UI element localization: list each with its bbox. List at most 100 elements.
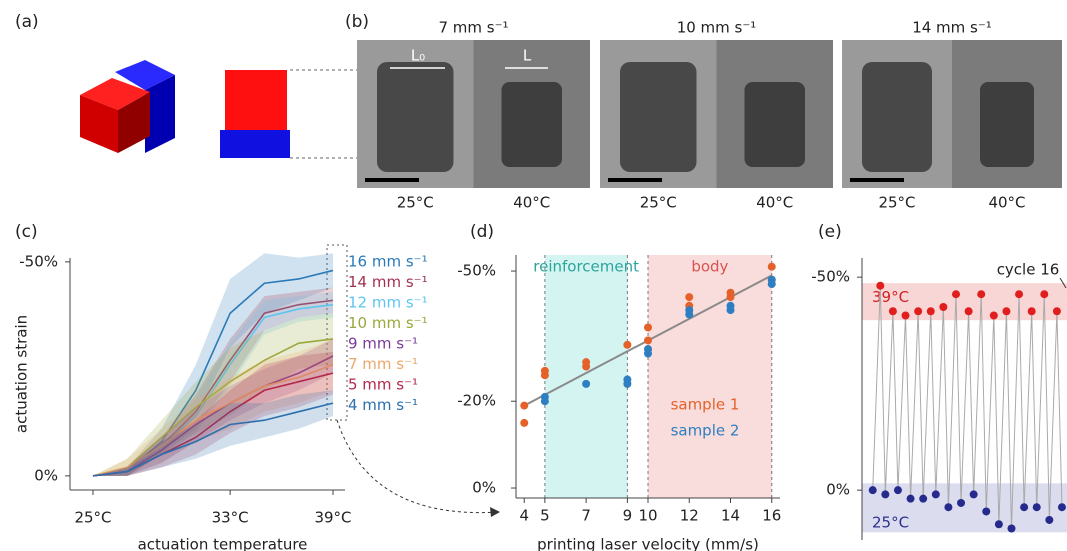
sample-shape xyxy=(501,82,562,167)
error-band xyxy=(92,253,333,476)
error-band xyxy=(92,351,333,476)
sample-shape xyxy=(862,62,932,172)
point xyxy=(893,486,902,495)
y-tick-label: -50% xyxy=(457,262,496,280)
point xyxy=(1002,307,1011,316)
point xyxy=(969,490,978,499)
x-axis-label: actuation temperature xyxy=(138,536,308,551)
point xyxy=(540,392,549,401)
point xyxy=(623,375,632,384)
point xyxy=(623,340,632,349)
region-label: reinforcement xyxy=(533,258,639,276)
line xyxy=(92,363,334,477)
point xyxy=(957,498,966,507)
point xyxy=(1040,290,1049,299)
error-band xyxy=(92,338,333,476)
line xyxy=(92,402,334,477)
point xyxy=(1057,503,1066,512)
panel-label: (a) xyxy=(15,12,39,32)
temperature-label: 40°C xyxy=(756,194,793,212)
point xyxy=(876,281,885,290)
sample-shape xyxy=(620,62,697,172)
temperature-label: 25°C xyxy=(397,194,434,212)
x-tick-label: 25°C xyxy=(74,509,111,527)
legend-label: sample 2 xyxy=(671,422,740,440)
temperature-label: 40°C xyxy=(988,194,1025,212)
point xyxy=(964,307,973,316)
x-tick-label: 7 xyxy=(581,507,591,525)
region xyxy=(544,255,628,498)
annotation: cycle 16 xyxy=(997,261,1060,279)
y-tick-label: -50% xyxy=(811,268,850,286)
point xyxy=(914,307,923,316)
y-axis-label: actuation strain xyxy=(13,315,31,433)
speed-label: 14 mm s⁻¹ xyxy=(912,19,992,37)
speed-label: 10 mm s⁻¹ xyxy=(677,19,757,37)
legend-label: sample 1 xyxy=(671,396,740,414)
y-tick-label: 0% xyxy=(472,479,496,497)
legend-label: 9 mm s⁻¹ xyxy=(348,335,418,353)
y-tick-label: -20% xyxy=(457,392,496,410)
point xyxy=(926,307,935,316)
point xyxy=(582,358,591,367)
panel-label: (c) xyxy=(15,222,38,242)
point xyxy=(1032,503,1041,512)
cube-drawing xyxy=(80,60,175,153)
legend-label: 12 mm s⁻¹ xyxy=(348,294,428,312)
point xyxy=(906,494,915,503)
point xyxy=(1052,307,1061,316)
point xyxy=(1007,524,1016,533)
x-tick-label: 39°C xyxy=(314,509,351,527)
x-tick-label: 10 xyxy=(638,507,657,525)
error-band xyxy=(92,291,333,476)
point xyxy=(939,302,948,311)
point xyxy=(582,379,591,388)
point xyxy=(644,323,652,332)
point xyxy=(644,336,652,345)
region-label: body xyxy=(691,258,728,276)
point xyxy=(1027,307,1036,316)
point xyxy=(1045,515,1054,524)
legend-label: 4 mm s⁻¹ xyxy=(348,396,418,414)
red-layer xyxy=(225,70,287,130)
link-arrow xyxy=(336,419,499,514)
point xyxy=(888,307,897,316)
x-tick-label: 9 xyxy=(623,507,633,525)
point xyxy=(726,288,735,297)
point xyxy=(520,401,529,410)
x-axis-label: printing laser velocity (mm/s) xyxy=(537,536,759,551)
blue-side xyxy=(145,75,175,153)
point xyxy=(767,262,776,271)
error-band xyxy=(92,338,333,476)
legend-label: 16 mm s⁻¹ xyxy=(348,253,428,271)
dimension-label: L xyxy=(523,47,532,65)
sample-shape xyxy=(377,62,454,172)
y-tick-label: 0% xyxy=(34,466,58,484)
region xyxy=(648,255,772,498)
x-tick-label: 33°C xyxy=(212,509,249,527)
x-tick-label: 4 xyxy=(519,507,529,525)
legend-label: 7 mm s⁻¹ xyxy=(348,355,418,373)
x-tick-label: 12 xyxy=(680,507,699,525)
blue-layer xyxy=(220,130,290,158)
arrow-head xyxy=(490,507,500,517)
panel-label: (e) xyxy=(818,222,842,242)
point xyxy=(994,520,1003,529)
red-top xyxy=(80,78,150,110)
point xyxy=(881,490,890,499)
point xyxy=(1020,503,1029,512)
panel-label: (d) xyxy=(470,222,494,242)
point xyxy=(685,306,694,315)
sample-shape xyxy=(980,82,1034,167)
point xyxy=(540,366,549,375)
x-tick-label: 14 xyxy=(721,507,740,525)
sample-shape xyxy=(744,82,805,167)
point xyxy=(868,486,877,495)
legend-label: 5 mm s⁻¹ xyxy=(348,376,418,394)
x-tick-label: 16 xyxy=(762,507,781,525)
point xyxy=(901,311,910,320)
legend-label: 14 mm s⁻¹ xyxy=(348,273,428,291)
band-label: 25°C xyxy=(872,513,909,531)
red-front xyxy=(80,95,118,153)
point xyxy=(982,507,991,516)
